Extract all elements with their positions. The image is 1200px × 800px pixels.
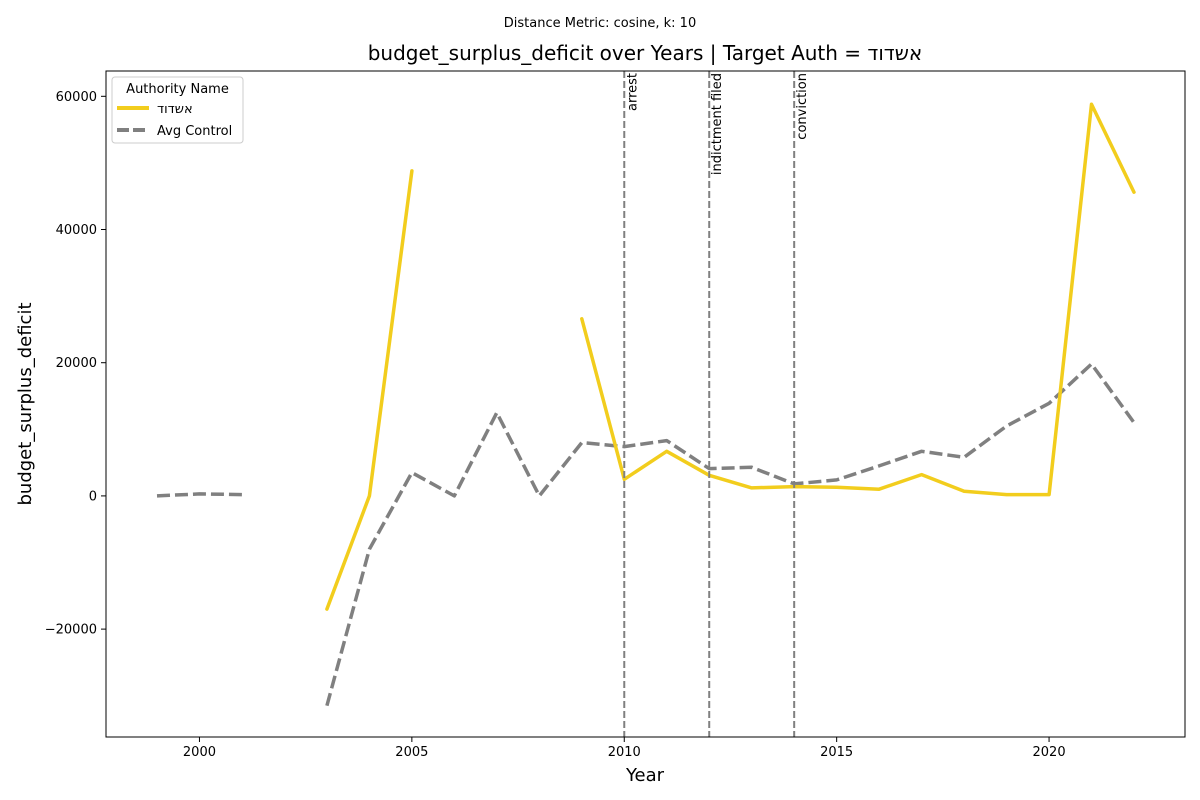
y-tick-label: −20000 bbox=[45, 623, 97, 638]
plot-frame bbox=[105, 70, 1186, 738]
x-axis: 2000 2005 2010 2015 2020 bbox=[183, 737, 1066, 760]
legend: Authority Name אשדוד Avg Control bbox=[111, 76, 244, 144]
x-tick-label: 2015 bbox=[820, 745, 853, 760]
series-line-target bbox=[325, 169, 414, 611]
series-line-target bbox=[580, 102, 1136, 497]
chart-suptitle: Distance Metric: cosine, k: 10 bbox=[504, 16, 696, 31]
x-tick-label: 2020 bbox=[1033, 745, 1066, 760]
y-tick-label: 40000 bbox=[56, 223, 97, 238]
y-tick-label: 60000 bbox=[56, 90, 97, 105]
y-tick-label: 20000 bbox=[56, 356, 97, 371]
legend-title: Authority Name bbox=[126, 82, 229, 97]
event-label: arrest bbox=[625, 73, 640, 111]
y-tick-label: 0 bbox=[89, 489, 97, 504]
x-tick-label: 2000 bbox=[183, 745, 216, 760]
x-axis-label: Year bbox=[625, 765, 665, 786]
series-line-avg-control bbox=[325, 362, 1136, 707]
legend-label-control: Avg Control bbox=[157, 124, 232, 139]
event-label: conviction bbox=[795, 73, 810, 140]
plot-area bbox=[156, 102, 1136, 707]
event-label: indictment filed bbox=[710, 73, 725, 175]
x-tick-label: 2010 bbox=[608, 745, 641, 760]
chart-title: budget_surplus_deficit over Years | Targ… bbox=[368, 41, 923, 65]
series-line-avg-control bbox=[156, 492, 242, 498]
legend-label-target: אשדוד bbox=[157, 102, 193, 117]
y-axis: −20000 0 20000 40000 60000 bbox=[45, 90, 106, 638]
event-markers: arrest indictment filed conviction bbox=[623, 71, 810, 737]
legend-box bbox=[111, 76, 244, 144]
y-axis-label: budget_surplus_deficit bbox=[15, 302, 36, 505]
x-tick-label: 2005 bbox=[395, 745, 428, 760]
